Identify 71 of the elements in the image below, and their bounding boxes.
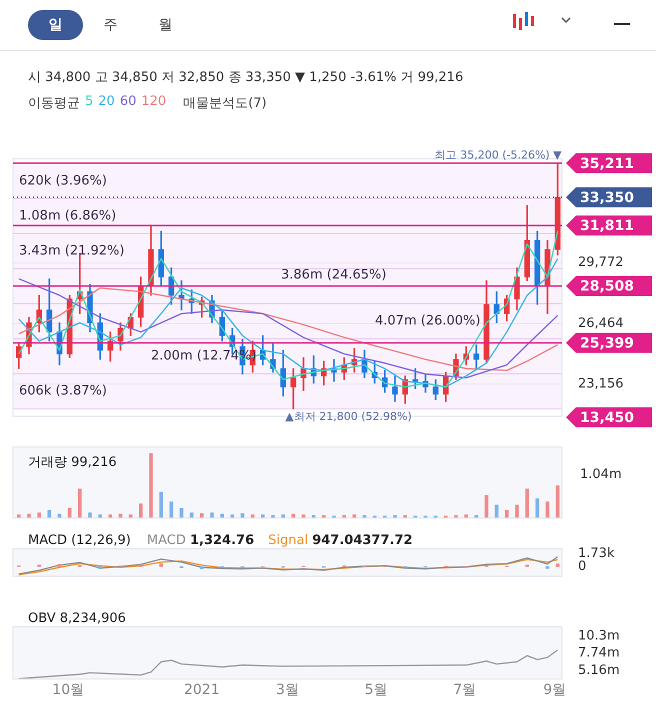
band-label: 1.08m (6.86%) — [19, 208, 116, 224]
chart-title: 거래량 99,216 — [28, 454, 117, 471]
text: 1,324.76 — [190, 533, 254, 548]
x-tick-label: 2021 — [184, 682, 220, 698]
x-tick-label: 7월 — [453, 682, 476, 698]
ref-line-label: 31,811 — [580, 218, 634, 234]
chart-title: OBV 8,234,906 — [28, 611, 126, 626]
text: 일 — [28, 10, 83, 40]
y-tick-label: 26,464 — [578, 316, 624, 331]
x-tick-label: 5월 — [364, 682, 388, 698]
text: 120 — [141, 94, 166, 111]
bar — [454, 515, 458, 518]
text: 947.04377.72 — [312, 533, 413, 548]
bar — [78, 488, 82, 518]
series-label: Signal — [268, 533, 308, 548]
bar — [88, 512, 92, 518]
bar — [27, 514, 31, 518]
series-label: MACD — [146, 533, 186, 548]
text: 주 — [102, 16, 118, 35]
bar — [240, 513, 244, 518]
bar — [525, 488, 529, 518]
band-label: 606k (3.87%) — [19, 384, 107, 399]
text: 월 — [158, 16, 174, 35]
band-label: 3.43m (21.92%) — [19, 243, 124, 258]
x-tick-label: 9월 — [543, 682, 566, 698]
y-tick-label: 29,772 — [578, 255, 624, 270]
legend-title: 이동평균 — [28, 95, 80, 112]
text: 매물분석도(7) — [183, 95, 267, 112]
y-tick-label: 23,156 — [578, 376, 624, 392]
text: 60 — [120, 94, 136, 111]
text: 20 — [98, 94, 115, 111]
bar — [535, 498, 540, 518]
bar — [494, 504, 498, 518]
x-tick-label: 3월 — [276, 682, 299, 698]
bar — [138, 503, 143, 518]
text: 1.04m — [580, 467, 622, 482]
bar — [118, 514, 122, 518]
bar — [68, 508, 72, 518]
bar — [484, 495, 488, 518]
x-tick-label: 10월 — [52, 682, 84, 698]
bar — [546, 502, 550, 518]
y-tick-label: 1.73k — [578, 546, 615, 562]
bar — [58, 514, 62, 518]
bar — [556, 485, 560, 518]
annotation: 최고 35,200 (-5.26%) ▼ — [434, 148, 562, 162]
y-tick-label: 10.3m — [578, 628, 620, 644]
bar — [515, 504, 519, 518]
bar — [210, 512, 214, 518]
ref-line-label: 25,399 — [580, 336, 634, 352]
bar — [271, 515, 275, 518]
text: 5 — [85, 94, 94, 111]
bar — [159, 492, 163, 518]
y-tick-label: 5.16m — [578, 662, 620, 678]
bar — [180, 508, 184, 518]
y-tick-label: 0 — [578, 558, 586, 574]
bar — [302, 514, 306, 518]
bar — [149, 453, 153, 518]
text: 13,450 — [580, 410, 634, 426]
band-label: 4.07m (26.00%) — [375, 314, 480, 329]
annotation: ▲최저 21,800 (52.98%) — [285, 410, 412, 424]
ref-line-label: 35,211 — [580, 156, 634, 172]
bar — [362, 515, 366, 518]
bar — [393, 515, 397, 518]
band-label: 3.86m (24.65%) — [281, 268, 386, 282]
band-label: 620k (3.96%) — [19, 173, 107, 188]
ref-line-label: 28,508 — [580, 278, 634, 295]
y-tick-label: 7.74m — [578, 646, 620, 661]
ref-line-label: 33,350 — [580, 190, 634, 206]
chart-title: MACD (12,26,9) — [28, 533, 131, 548]
chart-subtitle: 시 34,800 고 34,850 저 32,850 종 33,350 ▼ 1,250 -3.61% 거 99,216 — [28, 69, 464, 86]
bar — [169, 502, 174, 518]
